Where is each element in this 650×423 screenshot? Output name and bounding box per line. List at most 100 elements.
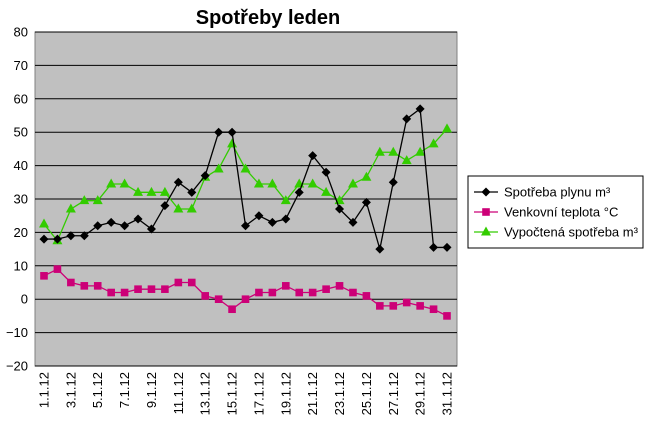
diamond-marker xyxy=(241,221,250,231)
x-tick-label: 13.1.12 xyxy=(198,372,213,415)
x-tick-label: 9.1.12 xyxy=(144,372,159,408)
triangle-marker xyxy=(186,203,197,213)
triangle-marker xyxy=(401,155,412,165)
square-marker xyxy=(228,305,236,314)
diamond-marker xyxy=(429,242,439,252)
x-tick-label: 27.1.12 xyxy=(386,372,401,415)
diamond-marker xyxy=(442,242,452,252)
diamond-marker xyxy=(160,201,170,211)
x-tick-label: 11.1.12 xyxy=(171,372,186,414)
square-marker xyxy=(147,285,156,293)
square-marker xyxy=(389,302,398,310)
triangle-marker xyxy=(106,178,117,188)
legend: Spotřeba plynu m³ Venkovní teplota °C Vypo… xyxy=(474,185,639,240)
x-tick-label: 5.1.12 xyxy=(90,372,105,408)
square-marker xyxy=(443,312,451,320)
diamond-marker xyxy=(52,234,62,244)
x-tick-label: 23.1.12 xyxy=(332,372,347,415)
series-1 xyxy=(39,104,452,254)
square-marker xyxy=(80,282,89,290)
square-marker xyxy=(362,292,371,300)
diamond-marker xyxy=(415,104,425,114)
triangle-marker xyxy=(428,138,439,148)
square-marker xyxy=(134,285,142,293)
triangle-marker xyxy=(347,178,358,188)
series-layer xyxy=(39,104,452,320)
triangle-marker xyxy=(92,195,103,205)
square-marker xyxy=(376,302,384,310)
diamond-marker xyxy=(375,244,385,254)
triangle-marker xyxy=(280,195,291,205)
diamond-marker xyxy=(402,114,412,124)
x-tick-label: 21.1.12 xyxy=(305,372,320,415)
triangle-marker xyxy=(307,178,318,188)
square-marker xyxy=(201,292,209,300)
x-tick-label: 3.1.12 xyxy=(63,372,78,408)
triangle-marker xyxy=(415,146,426,156)
y-tick-label: −20 xyxy=(6,359,28,374)
triangle-marker xyxy=(442,123,452,133)
diamond-marker xyxy=(281,214,291,224)
square-marker xyxy=(107,288,115,297)
square-marker xyxy=(282,282,290,290)
square-marker xyxy=(255,288,263,297)
triangle-marker xyxy=(240,163,251,173)
diamond-marker xyxy=(267,217,277,227)
diamond-marker xyxy=(187,187,197,197)
triangle-marker xyxy=(388,146,399,156)
x-tick-label: 19.1.12 xyxy=(278,372,293,415)
diamond-marker xyxy=(173,177,183,187)
square-marker xyxy=(174,278,183,287)
diamond-marker xyxy=(294,187,304,197)
square-marker xyxy=(120,288,129,297)
square-marker xyxy=(67,278,75,287)
triangle-marker xyxy=(119,178,130,188)
diamond-marker xyxy=(227,127,237,137)
x-tick-label: 29.1.12 xyxy=(413,372,428,415)
y-tick-label: 80 xyxy=(14,25,28,40)
legend-diamond-marker xyxy=(481,187,491,197)
y-tick-label: 10 xyxy=(14,258,28,273)
triangle-marker xyxy=(133,186,144,196)
diamond-marker xyxy=(348,217,358,227)
square-marker xyxy=(241,295,250,303)
y-axis: 80 70 60 50 40 30 20 10 0 −10 −20 xyxy=(6,25,28,374)
x-axis: 1.1.12 3.1.12 5.1.12 7.1.12 9.1.12 11.1.12 13.… xyxy=(37,372,455,415)
triangle-marker xyxy=(374,146,385,156)
y-tick-label: 40 xyxy=(14,158,28,173)
triangle-marker xyxy=(79,195,90,205)
square-marker xyxy=(268,288,277,297)
legend-label: Venkovní teplota °C xyxy=(504,205,618,220)
diamond-marker xyxy=(321,167,331,177)
x-tick-label: 1.1.12 xyxy=(37,372,52,408)
square-marker xyxy=(429,305,438,314)
diamond-marker xyxy=(39,234,49,244)
diamond-marker xyxy=(146,224,156,234)
square-marker xyxy=(295,288,304,297)
y-tick-label: 70 xyxy=(14,58,28,73)
diamond-marker xyxy=(308,151,318,161)
diamond-marker xyxy=(106,217,116,227)
diamond-marker xyxy=(133,214,143,224)
x-tick-label: 31.1.12 xyxy=(440,372,455,415)
diamond-marker xyxy=(66,231,76,241)
triangle-marker xyxy=(146,186,157,196)
chart-title: Spotřeby leden xyxy=(196,7,340,29)
series-2 xyxy=(40,265,451,320)
square-marker xyxy=(322,285,330,293)
triangle-marker xyxy=(361,171,372,181)
square-marker xyxy=(40,272,48,280)
square-marker xyxy=(187,278,196,287)
triangle-marker xyxy=(253,178,264,188)
diamond-marker xyxy=(335,204,345,214)
diamond-marker xyxy=(361,197,371,207)
diamond-marker xyxy=(254,211,264,221)
square-marker xyxy=(93,282,102,290)
square-marker xyxy=(349,288,357,297)
x-tick-label: 17.1.12 xyxy=(251,372,266,415)
square-marker xyxy=(402,298,411,307)
legend-triangle-marker xyxy=(481,226,491,236)
x-tick-label: 7.1.12 xyxy=(117,372,132,408)
square-marker xyxy=(214,295,223,303)
